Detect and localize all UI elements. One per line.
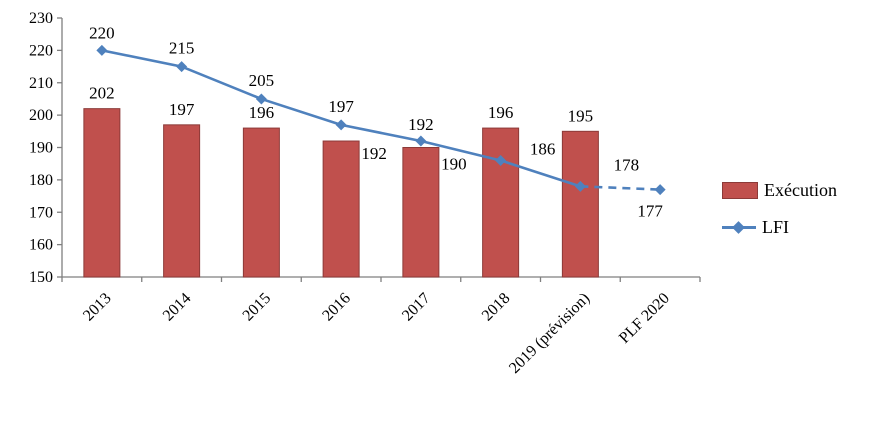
lfi-marker-icon	[255, 93, 267, 105]
y-tick-label: 170	[29, 204, 53, 221]
legend-item-lfi: LFI	[722, 217, 837, 238]
bar-label: 196	[488, 103, 514, 122]
line-label: 178	[614, 155, 640, 174]
lfi-marker-icon	[176, 61, 188, 73]
x-category-label: 2018	[479, 290, 514, 325]
bar-2016	[322, 140, 360, 278]
y-tick-label: 220	[29, 42, 53, 59]
legend: Exécution LFI	[722, 180, 837, 238]
x-category-label: 2014	[160, 290, 195, 325]
lfi-marker-icon	[495, 154, 507, 166]
legend-label-lfi: LFI	[762, 217, 789, 237]
line-label: 186	[530, 139, 556, 158]
line-label: 220	[89, 23, 115, 42]
bar-label: 202	[89, 84, 115, 103]
x-category-label: 2013	[80, 290, 115, 325]
y-tick-label: 160	[29, 237, 53, 254]
legend-item-execution: Exécution	[722, 180, 837, 201]
line-label: 215	[169, 39, 195, 58]
y-tick-label: 190	[29, 140, 53, 157]
bar-label: 196	[249, 103, 275, 122]
y-tick-label: 200	[29, 107, 53, 124]
line-label: 205	[249, 71, 275, 90]
x-category-label: 2016	[319, 290, 354, 325]
x-category-label: 2019 (prévision)	[506, 290, 593, 377]
x-category-label: PLF 2020	[616, 290, 673, 347]
y-tick-label: 150	[29, 269, 53, 286]
line-label: 197	[328, 97, 354, 116]
y-tick-label: 210	[29, 75, 53, 92]
lfi-swatch-icon	[722, 220, 756, 235]
lfi-marker-icon	[654, 184, 666, 196]
lfi-marker-icon	[96, 44, 108, 56]
bar-2018	[482, 127, 520, 278]
bar-2017	[402, 147, 440, 278]
line-label: 192	[408, 115, 434, 134]
x-category-label: 2017	[399, 290, 434, 325]
x-category-label: 2015	[240, 290, 275, 325]
y-tick-label: 230	[29, 10, 53, 27]
lfi-marker-icon	[574, 180, 586, 192]
execution-swatch-icon	[722, 182, 758, 199]
bar-label: 192	[361, 144, 387, 163]
bar-2013	[83, 108, 121, 278]
bar-2014	[163, 124, 201, 278]
y-tick-label: 180	[29, 172, 53, 189]
bar-2015	[242, 127, 280, 278]
bar-label: 195	[568, 106, 594, 125]
line-label: 177	[637, 202, 663, 221]
lfi-marker-icon	[415, 135, 427, 147]
lfi-marker-icon	[335, 119, 347, 131]
legend-label-execution: Exécution	[764, 180, 837, 200]
bar-2019 (prévision)	[561, 130, 599, 278]
bar-label: 190	[441, 155, 467, 174]
bar-label: 197	[169, 100, 195, 119]
